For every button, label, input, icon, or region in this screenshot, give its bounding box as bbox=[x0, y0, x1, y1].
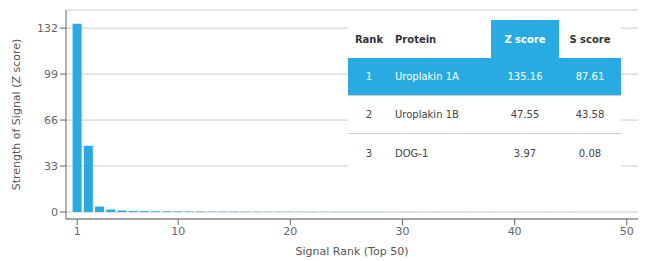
html-text:Uroplakin 1B: Uroplakin 1B bbox=[395, 109, 459, 120]
html-text:43.58: 43.58 bbox=[575, 109, 605, 120]
html-text:Rank: Rank bbox=[354, 33, 384, 45]
html-text:135.16: 135.16 bbox=[507, 71, 543, 82]
html-text:87.61: 87.61 bbox=[575, 71, 605, 82]
html-text:Uroplakin 1A: Uroplakin 1A bbox=[395, 71, 459, 82]
svg-text:99: 99 bbox=[44, 68, 58, 81]
html-text:Protein: Protein bbox=[395, 33, 437, 45]
html-text:47.55: 47.55 bbox=[510, 109, 540, 120]
svg-text:10: 10 bbox=[171, 225, 185, 238]
svg-text:132: 132 bbox=[37, 22, 58, 35]
svg-text:1: 1 bbox=[74, 225, 81, 238]
svg-text:Signal Rank (Top 50): Signal Rank (Top 50) bbox=[296, 245, 409, 258]
svg-text:20: 20 bbox=[283, 225, 297, 238]
svg-text:0: 0 bbox=[51, 206, 58, 219]
svg-text:33: 33 bbox=[44, 160, 58, 173]
html-text:0.08: 0.08 bbox=[578, 147, 602, 159]
svg-text:30: 30 bbox=[395, 225, 409, 238]
html-text:3.97: 3.97 bbox=[513, 147, 537, 159]
html-text:2: 2 bbox=[365, 109, 373, 120]
html-text:1: 1 bbox=[365, 71, 373, 82]
html-text:S score: S score bbox=[569, 33, 611, 45]
svg-text:66: 66 bbox=[44, 114, 58, 127]
html-text:DOG-1: DOG-1 bbox=[395, 147, 429, 159]
svg-text:50: 50 bbox=[620, 225, 634, 238]
html-text:Z score: Z score bbox=[504, 33, 546, 45]
svg-text:Strength of Signal (Z score): Strength of Signal (Z score) bbox=[10, 39, 23, 191]
svg-text:40: 40 bbox=[508, 225, 522, 238]
html-text:3: 3 bbox=[365, 147, 373, 159]
